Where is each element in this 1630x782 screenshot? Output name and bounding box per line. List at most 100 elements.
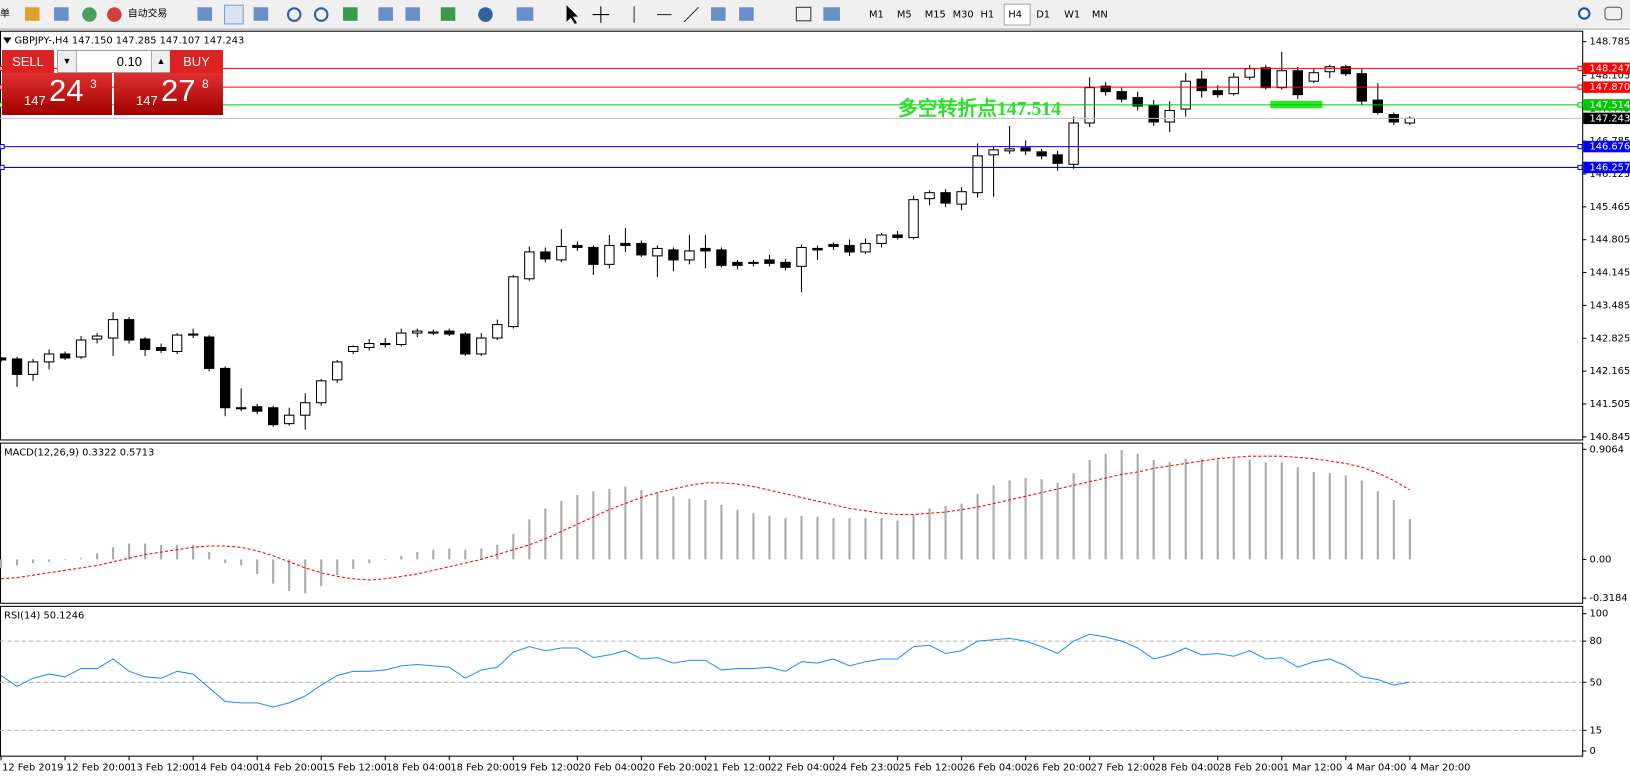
icon[interactable] — [592, 6, 610, 23]
icon[interactable] — [440, 7, 456, 21]
timeframe-button[interactable]: H4 — [1008, 10, 1022, 21]
candle-body — [1196, 78, 1207, 92]
icon[interactable] — [54, 7, 69, 21]
macd-bar — [928, 508, 931, 560]
macd-bar — [1088, 459, 1091, 560]
buy-button[interactable]: BUY — [170, 50, 223, 73]
lots-box[interactable]: ▼ 0.10 ▲ — [57, 50, 171, 73]
bid-fraction: 3 — [90, 77, 97, 91]
candle-body — [43, 353, 55, 363]
timeframe-button[interactable]: M5 — [897, 10, 912, 21]
timeframe-button[interactable]: M15 — [925, 10, 946, 21]
candle-body — [732, 261, 743, 266]
timeframe-button[interactable]: W1 — [1064, 10, 1080, 21]
icon[interactable] — [82, 7, 97, 22]
icon[interactable] — [823, 7, 840, 21]
candle-body — [812, 247, 823, 251]
macd-bar — [1184, 458, 1187, 560]
icon[interactable] — [378, 7, 393, 21]
icon[interactable] — [197, 7, 213, 21]
macd-bar — [800, 515, 803, 560]
sell-button[interactable]: SELL — [2, 50, 54, 73]
icon[interactable] — [633, 6, 699, 23]
candle-body — [1036, 151, 1047, 157]
macd-bar — [1296, 467, 1299, 560]
candle-body — [1132, 97, 1143, 107]
icon[interactable] — [253, 7, 269, 21]
macd-bar — [16, 559, 19, 566]
level-label: 147.870 — [1589, 82, 1630, 93]
icon[interactable] — [313, 7, 329, 22]
macd-bar — [1040, 479, 1043, 560]
lots-value[interactable]: 0.10 — [116, 54, 142, 69]
candle-body — [796, 246, 807, 267]
macd-bar — [192, 544, 195, 560]
bid-box[interactable]: 147 24 3 — [2, 73, 112, 115]
candle-body — [267, 407, 279, 426]
candle-body — [668, 249, 679, 261]
candle-body — [1004, 148, 1015, 152]
y-tick-label: 15 — [1589, 725, 1602, 736]
macd-bar — [512, 533, 515, 560]
icon[interactable] — [405, 7, 420, 21]
icon[interactable] — [343, 7, 358, 21]
x-tick-label: 18 Feb 04:00 — [386, 763, 451, 774]
macd-bar — [784, 518, 787, 560]
timeframe-button[interactable]: M30 — [953, 10, 974, 21]
icon[interactable] — [566, 5, 578, 24]
panel-frame — [0, 442, 1584, 604]
level-anchor — [1577, 102, 1583, 108]
ask-box[interactable]: 147 27 8 — [114, 73, 223, 115]
candle-body — [380, 342, 391, 346]
candle-body — [636, 242, 647, 256]
macd-bar — [1248, 459, 1251, 560]
icon[interactable] — [224, 4, 244, 25]
timeframe-button[interactable]: MN — [1092, 10, 1108, 21]
candle-body — [1292, 70, 1303, 96]
lots-down[interactable]: ▼ — [58, 51, 77, 72]
icon[interactable] — [739, 7, 754, 21]
timeframe-button[interactable]: D1 — [1036, 10, 1050, 21]
macd-bar — [1392, 499, 1395, 560]
x-tick-label: 24 Feb 23:00 — [835, 763, 900, 774]
macd-bar — [1024, 478, 1027, 560]
x-tick-label: 4 Mar 04:00 — [1347, 763, 1407, 774]
panel-frame — [0, 30, 1584, 441]
candle-body — [652, 247, 663, 257]
timeframe-button[interactable]: M1 — [869, 10, 884, 21]
icon[interactable] — [107, 7, 122, 22]
macd-bar — [1104, 453, 1107, 560]
candle-body — [972, 155, 983, 194]
x-tick-label: 18 Feb 20:00 — [450, 763, 515, 774]
lots-up[interactable]: ▲ — [151, 51, 170, 72]
icon[interactable] — [1578, 7, 1591, 20]
candle-body — [332, 361, 343, 381]
candle-body — [748, 261, 759, 264]
timeframe-button[interactable]: H1 — [980, 10, 994, 21]
candle-body — [27, 361, 39, 375]
icon[interactable] — [286, 7, 302, 22]
icon[interactable] — [516, 7, 534, 21]
y-tick-label: 142.825 — [1589, 333, 1630, 344]
y-tick-label: 50 — [1589, 677, 1602, 688]
icon[interactable] — [795, 6, 812, 22]
macd-bar — [1072, 473, 1075, 560]
macd-bar — [944, 505, 947, 560]
ask-big-figure: 147 — [136, 93, 158, 108]
candle-body — [0, 357, 7, 361]
icon[interactable] — [24, 7, 40, 21]
icon[interactable] — [1604, 6, 1623, 21]
toolbar — [0, 0, 1630, 30]
y-tick-label: 80 — [1589, 636, 1602, 647]
macd-bar — [864, 518, 867, 560]
candle-body — [508, 276, 519, 328]
icon[interactable] — [478, 7, 493, 22]
macd-bar — [96, 553, 99, 560]
macd-bar — [816, 516, 819, 560]
macd-bar — [416, 552, 419, 560]
icon[interactable] — [711, 7, 726, 21]
macd-bar — [1056, 482, 1059, 560]
toolbar-label[interactable]: 自动交易 — [128, 7, 167, 20]
y-tick-label: 148.105 — [1589, 70, 1630, 81]
